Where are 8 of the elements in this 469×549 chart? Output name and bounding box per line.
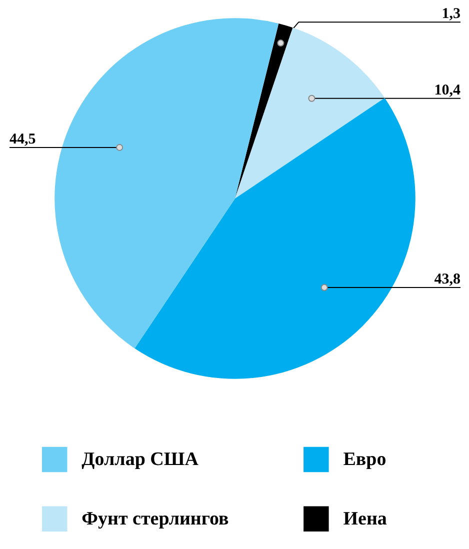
data-label: 1,3 [442,6,460,22]
legend-label: Фунт стерлингов [82,508,229,530]
data-label: 44,5 [10,131,36,148]
legend-label: Доллар США [82,449,199,470]
data-label: 43,8 [434,272,460,288]
legend-label: Иена [343,508,388,530]
legend-label: Евро [343,449,386,470]
data-label: 10,4 [434,82,461,98]
